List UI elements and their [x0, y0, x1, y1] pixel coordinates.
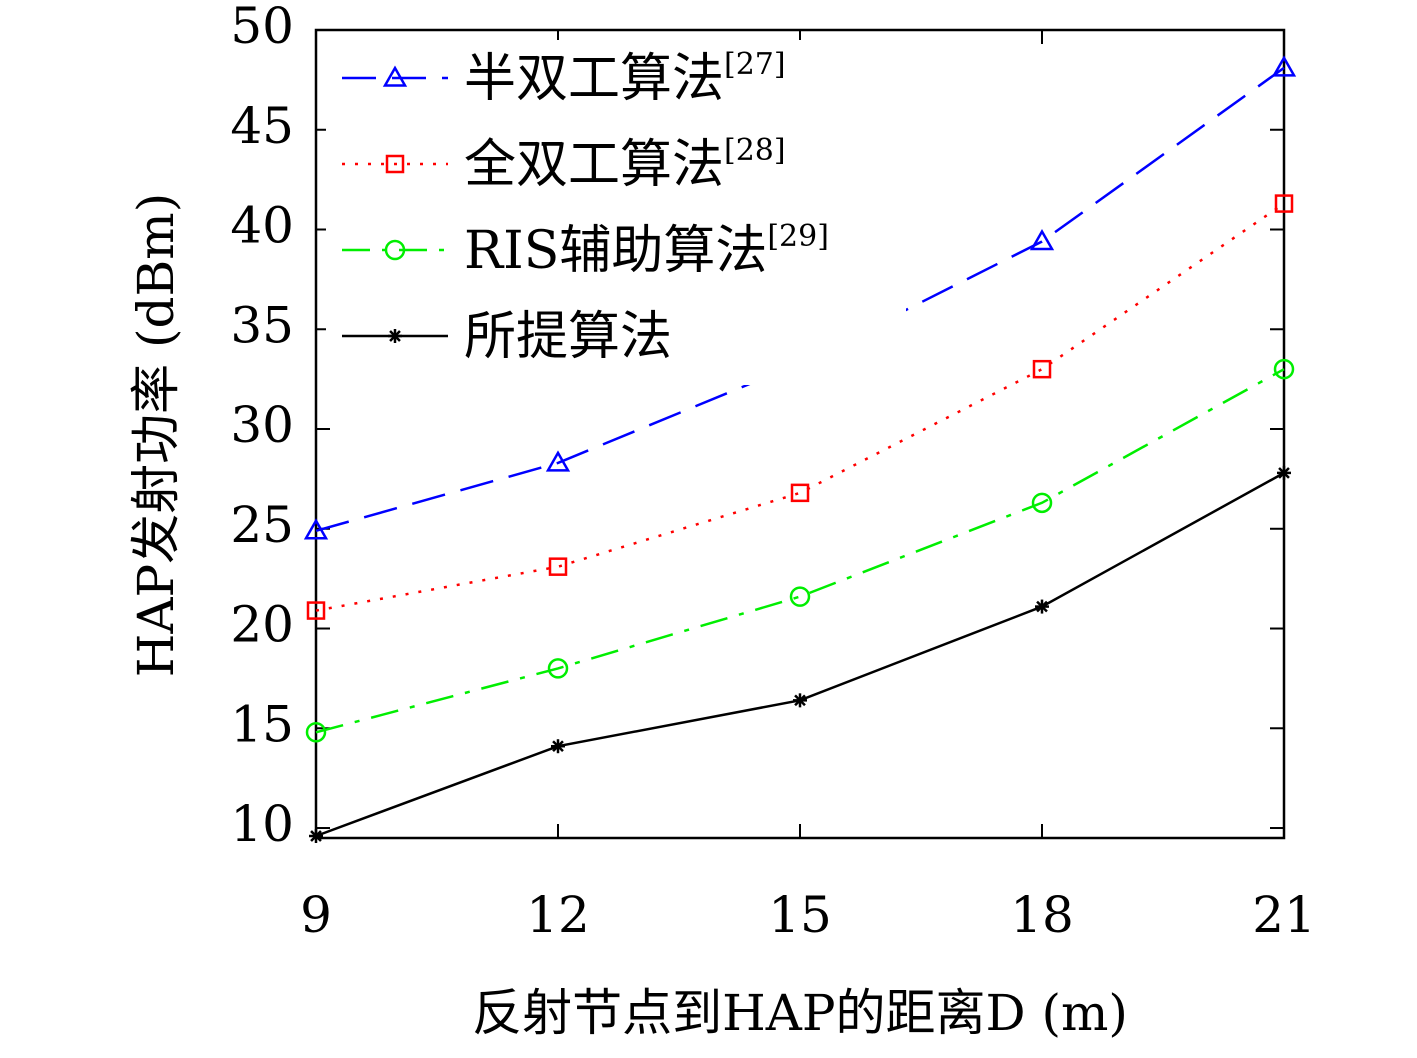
legend-entry-0: 半双工算法[27]	[342, 47, 786, 109]
legend-label: 半双工算法[27]	[464, 47, 786, 109]
data-point-2	[1031, 492, 1053, 514]
legend-entry-1: 全双工算法[28]	[342, 133, 786, 195]
tick-labels: 10 15 20 25 30 35 40 45 50 9 12 15 18 21	[230, 0, 1315, 944]
legend-entry-2: RIS辅助算法[29]	[342, 219, 829, 281]
y-tick-label: 45	[230, 97, 294, 155]
data-point-0	[1029, 228, 1055, 251]
y-tick-label: 50	[230, 0, 294, 55]
y-tick-label: 10	[230, 795, 294, 853]
data-point-1	[1274, 194, 1294, 213]
data-point-3	[309, 829, 323, 844]
y-tick-label: 15	[230, 695, 294, 753]
legend-swatch-marker	[385, 154, 405, 174]
data-point-3	[551, 739, 565, 754]
data-point-3	[793, 693, 807, 708]
series-line-3	[315, 471, 1285, 838]
data-point-1	[306, 601, 326, 620]
y-tick-label: 30	[230, 396, 294, 454]
data-point-3	[1035, 599, 1049, 614]
data-point-1	[1032, 359, 1052, 379]
x-tick-label: 18	[1010, 886, 1074, 944]
y-tick-label: 40	[230, 197, 294, 255]
legend-label: RIS辅助算法[29]	[464, 219, 829, 281]
x-tick-label: 15	[768, 886, 832, 944]
axis-ticks	[315, 29, 1285, 838]
legend-swatch-marker	[388, 329, 402, 343]
legend: 半双工算法[27] 全双工算法[28] RIS辅助算法[29] 所提算法	[326, 40, 906, 385]
data-point-0	[303, 518, 329, 540]
legend-label: 所提算法	[464, 307, 672, 367]
x-tick-label: 12	[526, 886, 590, 944]
data-point-1	[548, 557, 568, 576]
x-axis-label: 反射节点到HAP的距离D (m)	[472, 984, 1128, 1042]
data-point-3	[1277, 465, 1291, 480]
data-point-2	[789, 586, 811, 607]
data-point-0	[545, 450, 571, 472]
y-tick-label: 25	[230, 496, 294, 554]
y-tick-label: 35	[230, 296, 294, 354]
legend-label: 全双工算法[28]	[464, 133, 786, 195]
data-point-1	[790, 483, 810, 503]
y-tick-label: 20	[230, 596, 294, 654]
y-axis-label: HAP发射功率 (dBm)	[127, 193, 185, 677]
data-point-0	[1271, 55, 1297, 77]
x-tick-label: 9	[300, 886, 332, 944]
data-point-2	[547, 658, 569, 679]
series-markers	[303, 55, 1297, 844]
legend-box	[326, 40, 906, 385]
series-line-2	[315, 368, 1285, 734]
legend-swatch-marker	[382, 65, 408, 87]
legend-swatch-marker	[384, 239, 406, 261]
data-point-2	[305, 722, 327, 743]
data-point-2	[1273, 358, 1295, 380]
legend-entry-3: 所提算法	[342, 307, 672, 367]
x-tick-label: 21	[1252, 886, 1316, 944]
